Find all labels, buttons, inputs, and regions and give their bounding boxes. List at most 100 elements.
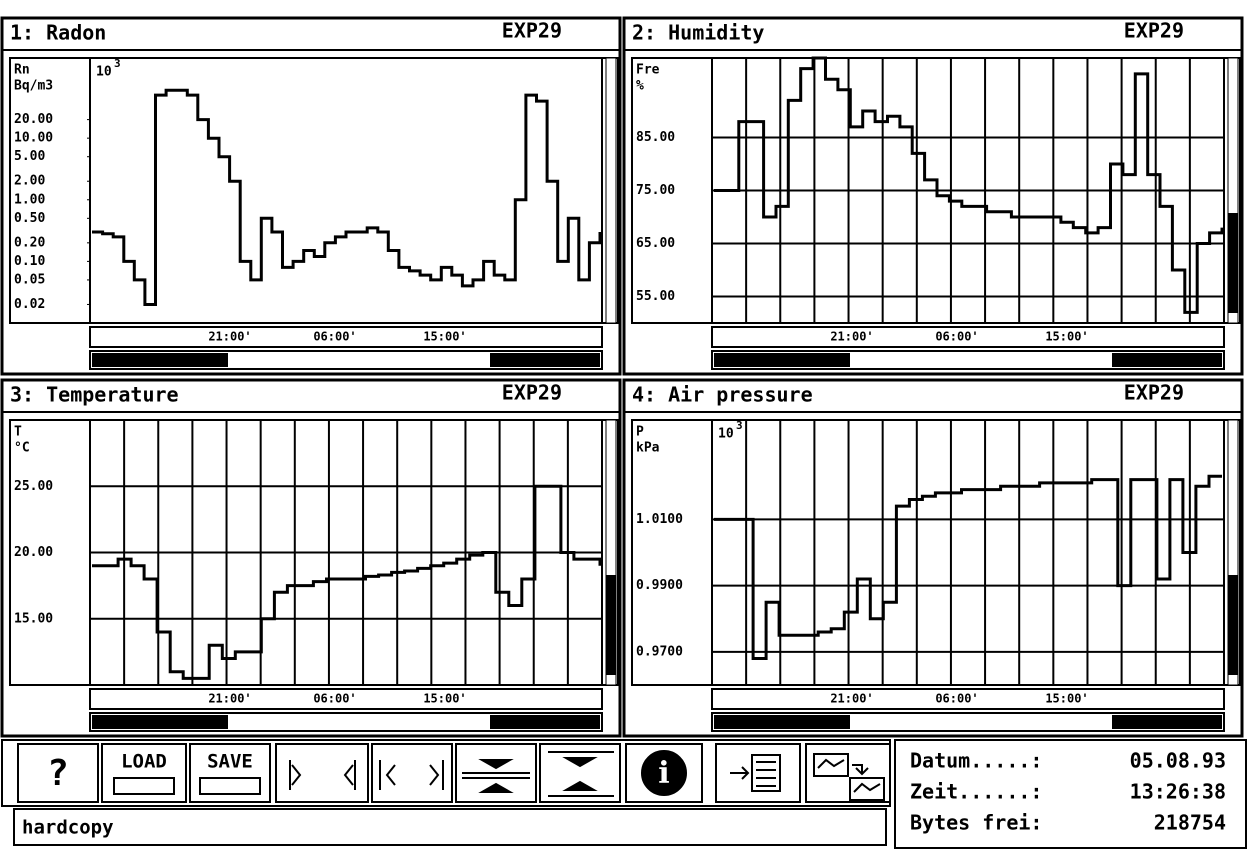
data-line [714, 474, 1222, 660]
y-tick-label: 20.00 [14, 112, 53, 127]
time-axis [89, 688, 603, 710]
info-panel [894, 739, 1247, 849]
load-icon [113, 777, 175, 795]
time-label: 06:00' [313, 692, 356, 706]
y-axis-unit: kPa [636, 441, 660, 456]
y-tick-label: 0.9900 [636, 578, 683, 593]
scroll-track [605, 57, 617, 324]
y-tick-label: 65.00 [636, 236, 675, 251]
time-label: 21:00' [830, 692, 873, 706]
status-bar [13, 808, 887, 846]
experiment-label: EXP29 [1124, 19, 1184, 43]
zoom-out-button[interactable] [539, 743, 621, 803]
time-scroll-thumb [92, 715, 228, 729]
panel-title: 3: Temperature [10, 383, 179, 407]
scroll-track [1227, 57, 1239, 324]
time-scroll-thumb [714, 715, 850, 729]
y-tick-label: 0.05 [14, 272, 45, 287]
info-value: 218754 [1154, 811, 1226, 835]
scroll-thumb [1228, 213, 1238, 313]
y-axis-label: Fre [636, 63, 660, 78]
y-tick-label: 25.00 [14, 479, 53, 494]
info-icon [641, 750, 687, 796]
time-label: 21:00' [208, 330, 251, 344]
y-tick-label: 1.00 [14, 192, 45, 207]
scroll-track [605, 419, 617, 686]
marker-icon [379, 760, 444, 790]
time-axis [711, 688, 1225, 710]
info-label: Datum.....: [910, 749, 1042, 773]
time-label: 15:00' [1045, 692, 1088, 706]
save-label: SAVE [207, 751, 253, 773]
scale-base: 10 [718, 427, 734, 442]
y-tick-label: 55.00 [636, 289, 675, 304]
y-axis-label: Rn [14, 63, 30, 78]
info-value: 05.08.93 [1130, 749, 1226, 773]
help-label: ? [47, 753, 69, 794]
y-axis-label: P [636, 425, 644, 440]
data-line [92, 88, 602, 306]
save-icon [199, 777, 261, 795]
panel: 2: Humidity EXP29 Fre% 85.00 75.00 65.00 55.00… [622, 16, 1244, 376]
scale-exponent: 3 [114, 57, 121, 70]
zoom-icon [548, 751, 614, 797]
experiment-label: EXP29 [502, 19, 562, 43]
data-line [92, 484, 602, 680]
data-line [714, 56, 1224, 314]
time-label: 21:00' [830, 330, 873, 344]
marker-icon [289, 760, 356, 790]
time-scroll-thumb [714, 353, 850, 367]
y-tick-label: 0.50 [14, 211, 45, 226]
panel: 3: Temperature EXP29 T°C 25.00 20.00 15.00 21:… [0, 378, 622, 738]
info-label: Bytes frei: [910, 811, 1042, 835]
y-tick-label: 20.00 [14, 545, 53, 560]
experiment-label: EXP29 [502, 381, 562, 405]
info-value: 13:26:38 [1130, 780, 1226, 804]
time-label: 15:00' [423, 692, 466, 706]
panel-title: 4: Air pressure [632, 383, 813, 407]
marker-out-button[interactable] [371, 743, 453, 803]
save-outline [189, 743, 271, 803]
scroll-thumb [606, 575, 616, 675]
info-label: Zeit......: [910, 780, 1042, 804]
zoom-icon [462, 759, 530, 793]
time-scroll-thumb [490, 715, 600, 729]
scroll-track [1227, 419, 1239, 686]
y-tick-label: 0.02 [14, 297, 45, 312]
help-button[interactable] [17, 743, 99, 803]
y-tick-label: 0.20 [14, 235, 45, 250]
time-scroll-thumb [92, 353, 228, 367]
time-label: 06:00' [313, 330, 356, 344]
y-tick-label: 2.00 [14, 174, 45, 189]
time-scroll-thumb [1112, 715, 1222, 729]
y-tick-label: 5.00 [14, 149, 45, 164]
y-tick-label: 10.00 [14, 131, 53, 146]
y-tick-label: 85.00 [636, 130, 675, 145]
time-label: 15:00' [423, 330, 466, 344]
time-label: 06:00' [935, 692, 978, 706]
time-label: 21:00' [208, 692, 251, 706]
panel-title: 1: Radon [10, 21, 106, 45]
y-axis-label: T [14, 425, 22, 440]
y-tick-label: 0.10 [14, 254, 45, 269]
list-icon [730, 754, 781, 792]
time-scroll-thumb [1112, 353, 1222, 367]
panel-title: 2: Humidity [632, 21, 764, 45]
info-glyph: i [658, 756, 669, 791]
y-tick-label: 75.00 [636, 183, 675, 198]
toolbar [1, 739, 1247, 849]
plot-area [711, 419, 1225, 686]
time-label: 15:00' [1045, 330, 1088, 344]
scale-exponent: 3 [736, 419, 743, 432]
time-label: 06:00' [935, 330, 978, 344]
y-tick-label: 15.00 [14, 611, 53, 626]
y-tick-label: 1.0100 [636, 512, 683, 527]
y-axis-unit: % [636, 79, 644, 94]
scroll-thumb [1228, 575, 1238, 675]
time-scroll-thumb [490, 353, 600, 367]
status-text: hardcopy [22, 817, 114, 839]
experiment-label: EXP29 [1124, 381, 1184, 405]
